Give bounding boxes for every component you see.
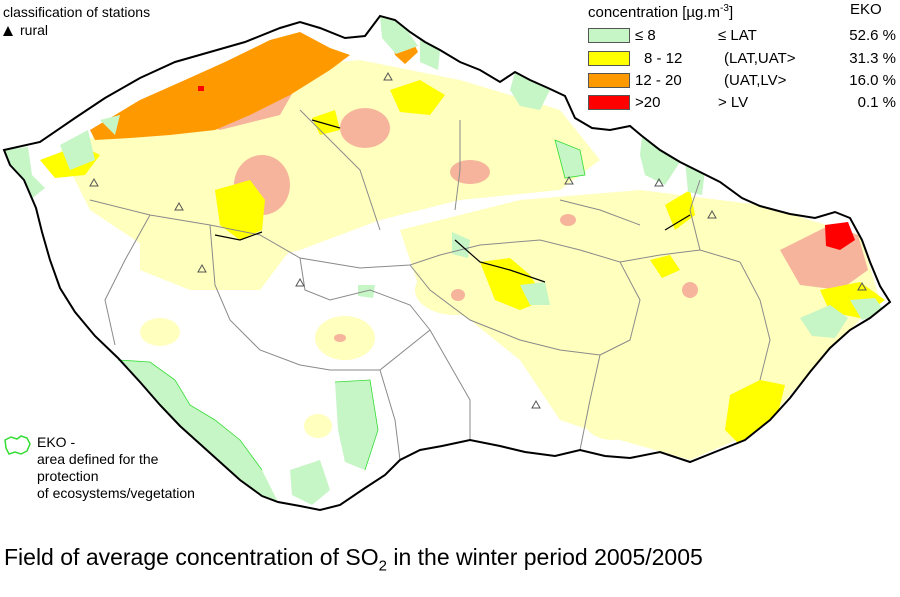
concentration-legend: concentration [µg.m-3] EKO ≤ 8 ≤ LAT 52.…: [588, 0, 900, 120]
legend-title: concentration [µg.m-3]: [588, 3, 734, 21]
region-borders: [89, 109, 771, 461]
legend-row: ≤ 8 ≤ LAT 52.6 %: [588, 27, 900, 45]
country-border: [2, 14, 892, 512]
stations-legend-title: classification of stations: [3, 4, 151, 20]
legend-row: 12 - 20 (UAT,LV> 16.0 %: [588, 72, 900, 90]
red-zones: [198, 86, 855, 250]
legend-swatch: [588, 73, 630, 88]
eko-outline-icon: [4, 435, 31, 455]
stations-legend-rural: rural: [3, 22, 48, 38]
legend-swatch: [588, 95, 630, 110]
triangle-icon: [3, 26, 13, 36]
eko-zones: [4, 16, 885, 505]
inner-black-borders: [214, 119, 691, 283]
eko-legend-text: EKO - area defined for the protection of…: [37, 434, 195, 501]
legend-swatch: [588, 28, 630, 43]
czech-map: [2, 14, 892, 512]
eko-outlines: [117, 139, 586, 471]
figure-caption: Field of average concentration of SO2 in…: [4, 544, 703, 575]
legend-row: 8 - 12 (LAT,UAT> 31.3 %: [588, 50, 900, 68]
legend-row: >20 > LV 0.1 %: [588, 94, 900, 112]
legend-eko-header: EKO: [850, 1, 882, 18]
rural-station-markers: [89, 71, 867, 409]
legend-swatch: [588, 51, 630, 66]
eko-legend: EKO - area defined for the protection of…: [3, 430, 243, 510]
rural-label: rural: [20, 22, 49, 38]
